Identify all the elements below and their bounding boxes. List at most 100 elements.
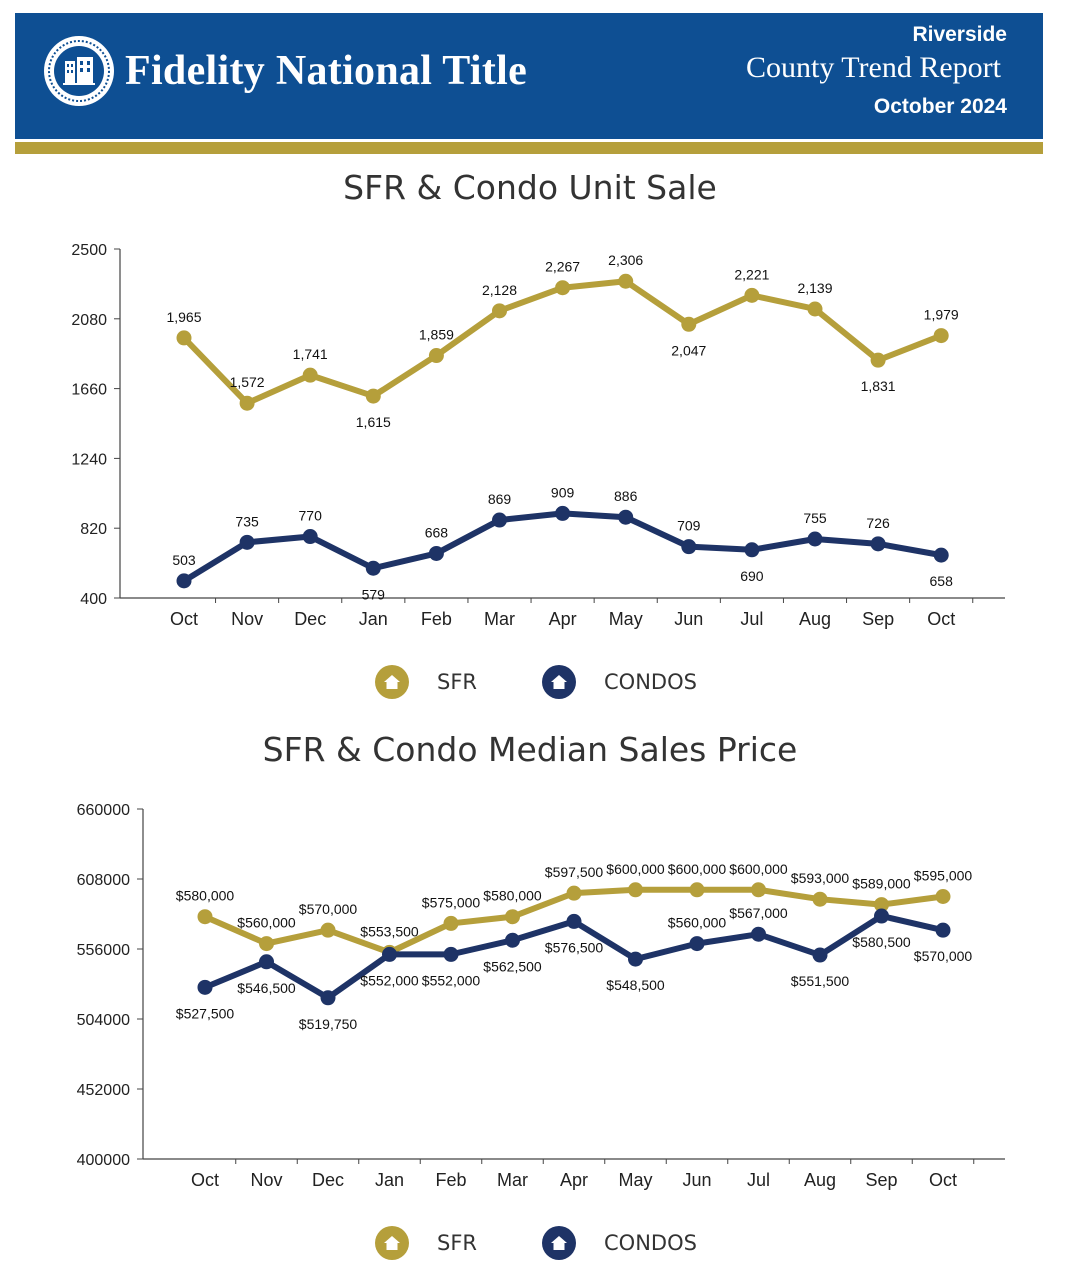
data-label-condos: 726: [866, 515, 890, 531]
x-tick-label: Feb: [421, 609, 452, 629]
report-region: Riverside: [912, 23, 1007, 46]
data-label-sfr: 2,306: [608, 252, 643, 268]
x-tick-label: May: [618, 1170, 652, 1190]
data-point-condos: [628, 951, 643, 967]
data-point-sfr: [935, 889, 951, 904]
x-tick-label: Mar: [484, 609, 515, 629]
x-tick-label: Jul: [740, 609, 763, 629]
data-label-condos: $567,000: [729, 905, 788, 921]
data-label-condos: $562,500: [483, 958, 542, 974]
data-point-condos: [555, 505, 571, 521]
y-tick-label: 556000: [77, 942, 130, 959]
legend-condos-label: CONDOS: [604, 1231, 697, 1255]
y-tick-label: 608000: [77, 872, 130, 889]
x-tick-label: Nov: [231, 609, 263, 629]
x-tick-label: Sep: [862, 609, 894, 629]
house-icon: [375, 665, 409, 699]
data-point-sfr: [751, 882, 766, 898]
data-point-sfr: [239, 395, 255, 411]
legend-condos: CONDOS: [542, 662, 697, 702]
x-tick-label: Jan: [359, 609, 388, 629]
data-point-sfr: [197, 909, 213, 925]
data-label-condos: $551,500: [791, 973, 850, 989]
data-label-condos: $580,500: [852, 934, 911, 950]
data-point-condos: [874, 908, 889, 924]
x-tick-label: Apr: [560, 1170, 588, 1190]
median-price-legend: SFR CONDOS: [0, 1223, 1060, 1267]
data-label-sfr: 2,267: [545, 259, 580, 275]
chart-title-unit-sale: SFR & Condo Unit Sale: [343, 168, 717, 207]
data-point-condos: [744, 542, 760, 558]
legend-sfr: SFR: [375, 662, 477, 702]
data-label-sfr: 1,572: [230, 374, 265, 390]
data-point-sfr: [874, 897, 889, 913]
data-label-sfr: $600,000: [668, 861, 727, 877]
data-point-sfr: [933, 328, 949, 344]
data-point-sfr: [689, 882, 705, 898]
x-tick-label: Jun: [674, 609, 703, 629]
data-label-condos: $576,500: [545, 939, 604, 955]
x-tick-label: Jun: [682, 1170, 711, 1190]
data-label-condos: 690: [740, 568, 764, 584]
series-line-sfr: [181, 278, 945, 407]
x-tick-label: Oct: [191, 1170, 219, 1190]
data-label-condos: $548,500: [606, 977, 665, 993]
x-tick-label: Oct: [927, 609, 955, 629]
data-label-condos: 755: [803, 510, 827, 526]
data-label-sfr: $570,000: [299, 901, 358, 917]
data-point-condos: [239, 534, 255, 550]
data-point-condos: [320, 990, 336, 1006]
data-point-condos: [618, 509, 634, 525]
x-tick-label: Mar: [497, 1170, 528, 1190]
data-point-sfr: [428, 348, 444, 364]
data-label-sfr: 1,965: [166, 309, 201, 325]
y-tick-label: 400000: [77, 1152, 130, 1169]
data-label-sfr: $600,000: [729, 861, 788, 877]
data-label-sfr: 1,615: [356, 414, 391, 430]
data-point-sfr: [870, 352, 886, 368]
x-tick-label: Dec: [312, 1170, 344, 1190]
legend-sfr: SFR: [375, 1223, 477, 1263]
data-label-sfr: 1,741: [293, 346, 328, 362]
house-icon: [542, 665, 576, 699]
data-point-sfr: [812, 891, 828, 907]
legend-sfr-label: SFR: [437, 670, 478, 694]
y-tick-label: 1660: [71, 382, 107, 399]
data-point-sfr: [681, 316, 697, 332]
data-point-condos: [566, 913, 582, 929]
data-point-condos: [681, 539, 697, 555]
legend-condos-label: CONDOS: [604, 670, 697, 694]
data-point-sfr: [628, 882, 643, 898]
data-label-condos: $560,000: [668, 915, 727, 931]
house-icon: [542, 1226, 576, 1260]
y-tick-label: 820: [80, 521, 107, 538]
x-tick-label: Aug: [799, 609, 831, 629]
unit-sale-legend: SFR CONDOS: [0, 662, 1060, 706]
data-point-sfr: [176, 330, 192, 346]
x-tick-label: Apr: [549, 609, 577, 629]
data-label-condos: $552,000: [422, 972, 481, 988]
report-date: October 2024: [873, 95, 1007, 118]
unit-sale-chart: 2500 2080 1660 1240 820 400 Oct Nov Dec Jan Feb Mar…: [71, 242, 1005, 629]
legend-condos: CONDOS: [542, 1223, 697, 1263]
gold-divider: [15, 142, 1043, 154]
x-tick-label: Feb: [435, 1170, 466, 1190]
data-label-sfr: 2,128: [482, 282, 517, 298]
data-point-sfr: [555, 280, 571, 296]
data-label-sfr: $600,000: [606, 861, 665, 877]
x-tick-label: Aug: [804, 1170, 836, 1190]
data-point-sfr: [259, 936, 274, 952]
data-label-sfr: 1,979: [924, 307, 959, 323]
data-point-sfr: [618, 273, 634, 289]
x-tick-label: Oct: [170, 609, 198, 629]
data-label-condos: 709: [677, 518, 701, 534]
data-point-condos: [492, 512, 507, 528]
company-seal-icon: [44, 36, 114, 106]
brand-name: Fidelity National Title: [125, 48, 528, 94]
data-point-condos: [259, 954, 274, 970]
data-label-condos: 909: [551, 484, 575, 500]
data-point-condos: [365, 560, 381, 576]
x-tick-label: Nov: [250, 1170, 282, 1190]
data-label-condos: $546,500: [237, 980, 296, 996]
data-label-sfr: $593,000: [791, 870, 850, 886]
